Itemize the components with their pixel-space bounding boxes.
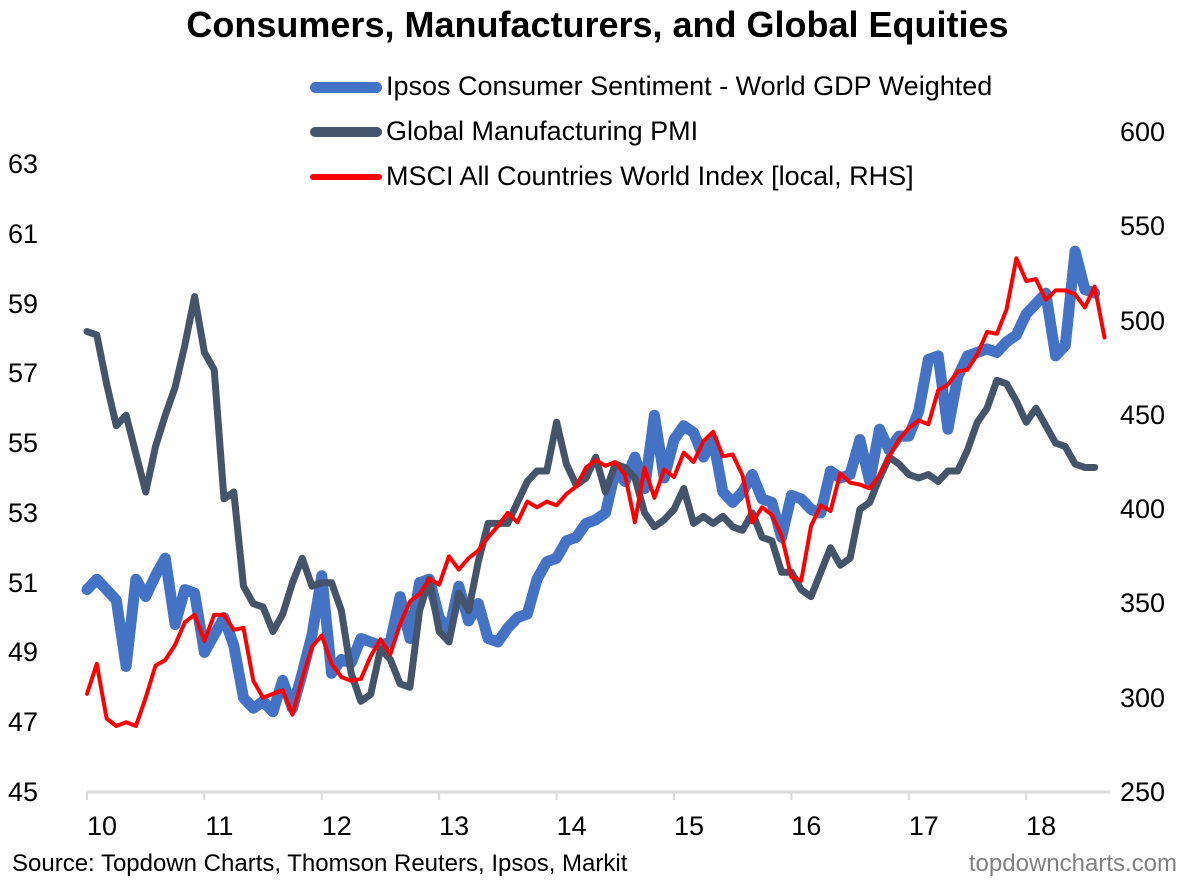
y-left-tick-label: 55 [8, 428, 39, 459]
y-left-tick-label: 49 [8, 637, 39, 668]
x-tick-label: 11 [205, 811, 234, 841]
legend-swatch-pmi [310, 127, 382, 137]
legend-label-ipsos: Ipsos Consumer Sentiment - World GDP Wei… [386, 71, 993, 101]
legend-swatch-ipsos [310, 82, 382, 93]
x-tick-label: 16 [791, 811, 822, 841]
y-left-tick-label: 51 [8, 567, 39, 598]
x-tick-label: 18 [1026, 811, 1057, 841]
x-tick-label: 15 [673, 811, 705, 841]
y-right-tick-label: 450 [1120, 399, 1166, 430]
y-right-tick-label: 300 [1120, 682, 1166, 713]
chart-title: Consumers, Manufacturers, and Global Equ… [186, 4, 1009, 45]
y-left-tick-label: 57 [8, 358, 39, 389]
x-tick-label: 12 [321, 811, 352, 841]
y-right-tick-label: 350 [1120, 588, 1166, 619]
x-tick-label: 14 [556, 811, 587, 841]
y-right-tick-label: 500 [1120, 305, 1166, 336]
series-line-msci [85, 256, 1107, 728]
source-note: Source: Topdown Charts, Thomson Reuters,… [12, 850, 628, 877]
x-tick-label: 17 [908, 811, 939, 841]
x-tick-label: 10 [86, 811, 118, 841]
y-right-tick-label: 550 [1120, 211, 1166, 242]
legend-label-msci: MSCI All Countries World Index [local, R… [386, 161, 914, 191]
y-right-tick-label: 600 [1120, 117, 1166, 147]
y-left-tick-label: 59 [8, 288, 39, 319]
x-tick-label: 13 [439, 811, 470, 841]
y-left-tick-label: 47 [8, 707, 39, 738]
y-left-tick-label: 63 [8, 149, 39, 179]
legend-label-pmi: Global Manufacturing PMI [386, 116, 699, 146]
series-line-pmi [83, 293, 1099, 705]
y-left-tick-label: 45 [8, 777, 39, 807]
y-right-tick-label: 250 [1120, 777, 1166, 807]
y-left-tick-label: 61 [8, 218, 39, 249]
series-line-ipsos [81, 245, 1101, 718]
y-right-tick-label: 400 [1120, 494, 1166, 525]
y-left-tick-label: 53 [8, 497, 39, 528]
brand-watermark: topdowncharts.com [968, 850, 1177, 877]
legend-swatch-msci [310, 174, 382, 180]
